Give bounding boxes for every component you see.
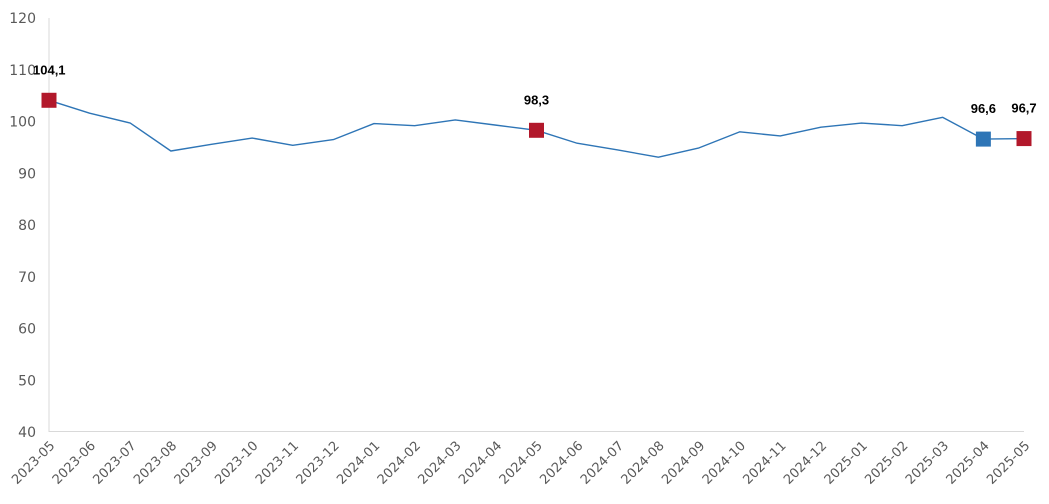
- x-tick-label: 2024-10: [700, 439, 749, 488]
- data-label: 96,7: [1011, 101, 1036, 116]
- y-tick-label: 90: [18, 166, 36, 182]
- x-tick-label: 2024-09: [659, 439, 708, 488]
- y-tick-label: 120: [9, 11, 36, 27]
- highlight-marker: [975, 131, 991, 147]
- x-tick-label: 2024-02: [375, 439, 424, 488]
- x-tick-label: 2024-03: [415, 439, 464, 488]
- x-tick-labels: 2023-052023-062023-072023-082023-092023-…: [9, 439, 1033, 488]
- highlight-marker: [1016, 131, 1032, 147]
- x-tick-label: 2024-12: [781, 439, 830, 488]
- y-tick-label: 40: [18, 425, 36, 441]
- x-tick-label: 2023-05: [9, 439, 58, 488]
- data-label: 98,3: [524, 92, 549, 107]
- x-tick-label: 2024-07: [578, 439, 627, 488]
- y-tick-label: 110: [9, 63, 36, 79]
- x-tick-label: 2024-01: [334, 439, 383, 488]
- x-tick-label: 2023-10: [212, 439, 261, 488]
- y-tick-label: 70: [18, 270, 36, 286]
- x-tick-label: 2024-04: [456, 439, 505, 488]
- y-tick-label: 80: [18, 218, 36, 234]
- x-tick-label: 2025-01: [822, 439, 871, 488]
- x-tick-label: 2024-05: [497, 439, 546, 488]
- x-tick-label: 2024-06: [537, 439, 586, 488]
- x-tick-label: 2025-03: [903, 439, 952, 488]
- x-tick-label: 2023-08: [131, 439, 180, 488]
- x-tick-label: 2023-12: [294, 439, 343, 488]
- y-tick-label: 100: [9, 115, 36, 131]
- x-tick-label: 2025-02: [862, 439, 911, 488]
- x-tick-label: 2024-08: [619, 439, 668, 488]
- data-labels: 104,1 98,3 96,6 96,7: [33, 62, 1037, 116]
- y-tick-label: 60: [18, 322, 36, 338]
- highlight-markers: [41, 92, 1032, 147]
- y-tick-label: 50: [18, 373, 36, 389]
- data-label: 104,1: [33, 62, 66, 77]
- highlight-marker: [41, 92, 57, 108]
- x-tick-label: 2023-06: [50, 439, 99, 488]
- x-tick-label: 2023-11: [253, 439, 302, 488]
- x-tick-label: 2025-05: [984, 439, 1033, 488]
- highlight-marker: [529, 122, 544, 138]
- x-tick-label: 2023-09: [172, 439, 221, 488]
- x-tick-label: 2024-11: [740, 439, 789, 488]
- x-tick-label: 2023-07: [90, 439, 139, 488]
- data-label: 96,6: [971, 101, 996, 116]
- y-tick-labels: 40 50 60 70 80 90 100 110 120: [9, 11, 36, 441]
- x-tick-label: 2025-04: [944, 439, 993, 488]
